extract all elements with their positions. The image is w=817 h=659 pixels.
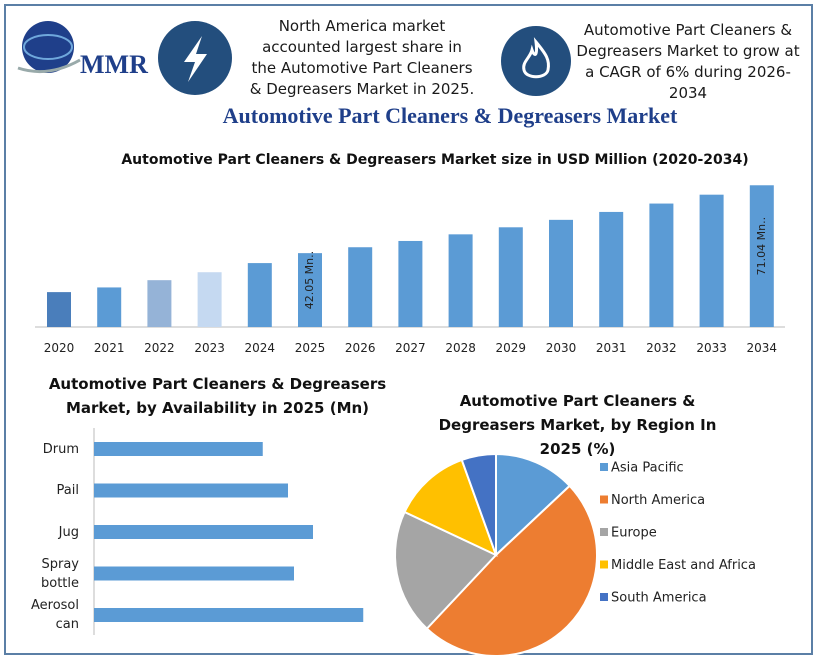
legend-label: North America [611,493,705,508]
bar [549,219,573,327]
x-tick-label: 2033 [696,341,727,355]
legend-swatch [600,593,608,601]
value-label: 71.04 Mn.. [755,217,768,275]
x-tick-label: 2026 [345,341,376,355]
legend-swatch [600,495,608,504]
logo: MMR [17,21,148,79]
bar [599,211,624,327]
legend-swatch [600,463,608,471]
bar [749,185,774,327]
x-tick-label: 2027 [395,341,426,355]
y-tick-label: Drum [42,441,79,457]
value-label: 42.05 Mn.. [303,251,316,309]
chart-title: Automotive Part Cleaners & Degreasers Ma… [121,152,749,168]
bar [94,442,263,456]
frame [4,4,813,655]
bolt-icon [158,21,232,95]
x-tick-label: 2020 [44,341,75,355]
pie-slice [394,510,498,631]
pie-slice [425,484,598,657]
page-title: Automotive Part Cleaners & Degreasers Ma… [222,103,678,128]
x-tick-label: 2028 [445,341,476,355]
bar [649,203,674,327]
bar [94,525,313,539]
bar [247,263,272,327]
bar [398,240,423,327]
bar [97,287,122,327]
x-tick-label: 2022 [144,341,175,355]
bar [94,483,288,498]
legend-swatch [600,528,608,536]
x-tick-label: 2030 [546,341,577,355]
x-tick-label: 2021 [94,341,125,355]
bar [47,292,71,327]
bar [448,234,473,327]
y-tick-label: Spray bottle [40,556,79,591]
y-tick-label: Pail [56,483,79,498]
bar [94,608,364,622]
bar [94,566,294,581]
legend-label: Europe [611,526,657,541]
x-tick-label: 2029 [496,341,527,355]
pie-slice [495,452,572,558]
bar [699,194,724,327]
x-tick-label: 2024 [245,341,276,355]
logo-text: MMR [80,50,148,79]
y-tick-label: Aerosol can [30,598,79,632]
bar [498,227,523,327]
note: North America market accounted largest s… [249,17,475,98]
flame-icon [501,26,571,96]
x-tick-label: 2023 [194,341,225,355]
chart-title: Automotive Part Cleaners & Degreasers Ma… [48,375,387,417]
pie-slice [460,452,497,556]
legend-label: Asia Pacific [611,461,684,476]
legend-label: Middle East and Africa [611,558,756,573]
x-tick-label: 2031 [596,341,627,355]
chart-title: Automotive Part Cleaners & Degreasers Ma… [438,392,717,458]
bar [147,280,172,327]
legend-label: South America [611,591,707,606]
bar [197,272,222,327]
x-tick-label: 2032 [646,341,677,355]
bar [298,253,322,327]
bar [348,247,373,327]
y-tick-label: Jug [58,524,79,540]
x-tick-label: 2034 [747,341,778,355]
x-tick-label: 2025 [295,341,326,355]
pie-slice [403,458,498,557]
note: Automotive Part Cleaners & Degreasers Ma… [576,21,800,102]
legend-swatch [600,560,608,569]
